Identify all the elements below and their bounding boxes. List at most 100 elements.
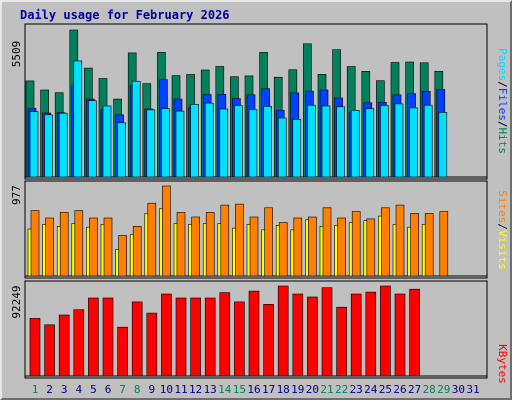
ymax-label-bot: 92249 bbox=[10, 285, 23, 318]
bar-kbytes-day-16 bbox=[248, 290, 260, 377]
bar-sites-day-23 bbox=[351, 211, 361, 277]
x-tick-label-day-29: 29 bbox=[437, 383, 450, 396]
bar-pages-day-21 bbox=[321, 105, 331, 178]
bar-pages-day-12 bbox=[190, 104, 199, 178]
bar-pages-day-13 bbox=[204, 102, 214, 178]
bar-pages-day-11 bbox=[175, 110, 185, 178]
bar-sites-day-5 bbox=[89, 217, 98, 277]
x-tick-label-day-13: 13 bbox=[204, 383, 217, 396]
bar-sites-day-27 bbox=[410, 213, 419, 277]
bar-kbytes-day-2 bbox=[44, 324, 55, 377]
bar-sites-day-14 bbox=[220, 204, 230, 277]
bar-sites-day-16 bbox=[249, 216, 259, 277]
bar-sites-day-8 bbox=[132, 226, 142, 277]
x-tick-label-day-3: 3 bbox=[61, 383, 68, 396]
bars-visits-sites bbox=[27, 185, 449, 277]
bar-kbytes-day-13 bbox=[204, 297, 216, 377]
x-tick-label-day-21: 21 bbox=[320, 383, 333, 396]
x-tick-label-day-22: 22 bbox=[335, 383, 348, 396]
legend-visits: Visits bbox=[496, 230, 509, 270]
bar-pages-day-8 bbox=[131, 80, 141, 178]
x-tick-label-day-30: 30 bbox=[452, 383, 465, 396]
x-tick-label-day-31: 31 bbox=[466, 383, 479, 396]
bar-pages-day-27 bbox=[409, 107, 418, 178]
bar-pages-day-9 bbox=[146, 109, 156, 178]
bar-sites-day-9 bbox=[147, 202, 157, 277]
bar-sites-day-24 bbox=[366, 218, 376, 277]
bar-sites-day-10 bbox=[162, 185, 171, 277]
bar-kbytes-day-9 bbox=[146, 312, 158, 377]
x-tick-label-day-16: 16 bbox=[247, 383, 260, 396]
bar-kbytes-day-27 bbox=[409, 288, 420, 377]
bar-kbytes-day-3 bbox=[58, 314, 70, 377]
bar-sites-day-2 bbox=[45, 217, 54, 277]
bar-sites-day-25 bbox=[381, 207, 390, 277]
x-tick-label-day-5: 5 bbox=[90, 383, 97, 396]
bar-sites-day-12 bbox=[191, 216, 200, 277]
bar-kbytes-day-23 bbox=[350, 293, 362, 377]
x-tick-label-day-7: 7 bbox=[119, 383, 126, 396]
legend-mid: Sites/Visits bbox=[496, 190, 509, 270]
bar-sites-day-6 bbox=[103, 217, 113, 277]
legend-sites: Sites bbox=[496, 190, 509, 223]
bar-pages-day-2 bbox=[44, 114, 53, 178]
x-tick-label-day-18: 18 bbox=[277, 383, 290, 396]
x-tick-label-day-20: 20 bbox=[306, 383, 319, 396]
legend-sep-2: / bbox=[496, 121, 509, 128]
bar-pages-day-25 bbox=[380, 105, 389, 178]
bar-pages-day-16 bbox=[248, 109, 258, 178]
bar-sites-day-28 bbox=[424, 213, 434, 277]
bar-pages-day-18 bbox=[277, 117, 287, 178]
bar-pages-day-22 bbox=[336, 106, 345, 178]
bar-sites-day-17 bbox=[264, 207, 273, 277]
legend-kbytes: KBytes bbox=[496, 344, 509, 384]
legend-hits: Hits bbox=[496, 128, 509, 155]
bar-pages-day-10 bbox=[161, 108, 170, 178]
x-tick-label-day-15: 15 bbox=[233, 383, 246, 396]
x-tick-label-day-9: 9 bbox=[148, 383, 155, 396]
bar-kbytes-day-5 bbox=[88, 297, 99, 377]
bar-pages-day-26 bbox=[394, 103, 404, 178]
x-tick-label-day-19: 19 bbox=[291, 383, 304, 396]
bar-pages-day-29 bbox=[438, 112, 448, 178]
bar-pages-day-19 bbox=[292, 119, 302, 178]
x-tick-label-day-1: 1 bbox=[32, 383, 39, 396]
bar-pages-day-24 bbox=[365, 108, 375, 178]
bar-pages-day-17 bbox=[263, 106, 272, 178]
bars-hits-files-pages bbox=[25, 29, 448, 178]
bar-kbytes-day-21 bbox=[321, 287, 333, 377]
x-tick-label-day-4: 4 bbox=[75, 383, 82, 396]
x-tick-label-day-12: 12 bbox=[189, 383, 202, 396]
x-tick-label-day-11: 11 bbox=[174, 383, 187, 396]
bar-kbytes-day-4 bbox=[73, 309, 85, 377]
bar-kbytes-day-22 bbox=[336, 306, 347, 377]
legend-top: Pages/Files/Hits bbox=[496, 48, 509, 154]
bar-sites-day-18 bbox=[278, 222, 288, 277]
bars-kbytes bbox=[29, 285, 420, 377]
bar-pages-day-4 bbox=[73, 60, 83, 178]
bar-pages-day-3 bbox=[58, 112, 68, 178]
bar-kbytes-day-17 bbox=[263, 303, 274, 377]
bar-pages-day-28 bbox=[423, 104, 433, 178]
page-title: Daily usage for February 2026 bbox=[20, 8, 230, 22]
bar-pages-day-5 bbox=[88, 100, 97, 178]
bar-sites-day-19 bbox=[293, 217, 303, 277]
x-tick-label-day-26: 26 bbox=[393, 383, 406, 396]
legend-files: Files bbox=[496, 88, 509, 121]
bar-kbytes-day-12 bbox=[190, 297, 201, 377]
bar-pages-day-1 bbox=[29, 111, 39, 178]
x-axis-day-labels: 1 2 3 4 5 6 7 8 9 10 11 12 13 14 15 16 17 18 19 20 21 22 23 24 2… bbox=[32, 383, 480, 396]
x-tick-label-day-23: 23 bbox=[350, 383, 363, 396]
bar-kbytes-day-11 bbox=[175, 297, 187, 377]
x-tick-label-day-8: 8 bbox=[134, 383, 141, 396]
bar-kbytes-day-8 bbox=[131, 301, 143, 377]
bar-sites-day-3 bbox=[59, 212, 69, 277]
bar-kbytes-day-6 bbox=[102, 297, 114, 377]
bar-sites-day-7 bbox=[118, 235, 127, 277]
bar-sites-day-13 bbox=[205, 212, 215, 277]
bar-kbytes-day-14 bbox=[219, 292, 231, 377]
bar-kbytes-day-20 bbox=[307, 296, 318, 377]
bar-kbytes-day-26 bbox=[394, 293, 406, 377]
bar-pages-day-6 bbox=[102, 105, 112, 178]
